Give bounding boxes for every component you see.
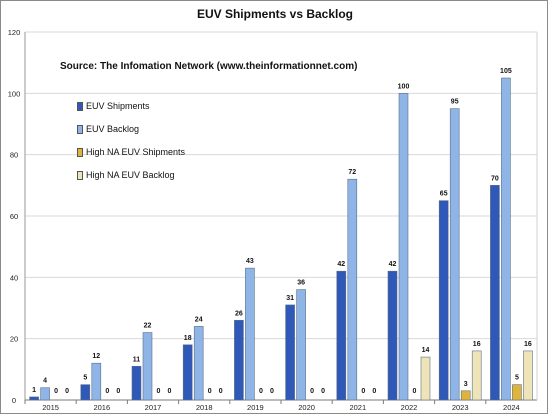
x-tick-label: 2021 <box>349 403 366 412</box>
data-label: 0 <box>310 388 314 395</box>
data-label: 0 <box>413 388 417 395</box>
bar <box>29 396 39 401</box>
data-label: 14 <box>422 347 430 354</box>
bar <box>296 289 306 401</box>
data-label: 18 <box>184 335 192 342</box>
chart-subtitle: Source: The Infomation Network (www.thei… <box>60 61 358 72</box>
y-tick-label: 0 <box>12 396 16 405</box>
data-label: 31 <box>286 295 294 302</box>
bar <box>490 185 500 401</box>
x-tick-label: 2019 <box>247 403 264 412</box>
data-label: 95 <box>451 99 459 106</box>
data-label: 1 <box>32 387 36 394</box>
data-label: 0 <box>270 388 274 395</box>
bar <box>91 362 102 401</box>
data-label: 0 <box>54 388 58 395</box>
legend-item-euv-shipments: EUV Shipments <box>77 100 185 112</box>
legend-item-high-na-euv-backlog: High NA EUV Backlog <box>77 169 185 181</box>
legend-swatch-high-na-euv-shipments <box>77 147 83 157</box>
chart-legend: EUV Shipments EUV Backlog High NA EUV Sh… <box>77 100 185 192</box>
bar <box>523 350 533 401</box>
legend-label-euv-backlog: EUV Backlog <box>86 124 140 134</box>
x-tick-label: 2024 <box>503 403 520 412</box>
data-label: 36 <box>297 280 305 287</box>
data-label: 0 <box>259 388 263 395</box>
data-label: 0 <box>168 388 172 395</box>
legend-swatch-euv-shipments <box>77 101 83 111</box>
data-label: 43 <box>246 258 254 265</box>
data-label: 0 <box>105 388 109 395</box>
data-label: 0 <box>116 388 120 395</box>
data-label: 22 <box>144 323 152 330</box>
bar <box>438 200 449 401</box>
data-label: 0 <box>321 388 325 395</box>
data-label: 24 <box>195 316 203 323</box>
data-label: 0 <box>372 388 376 395</box>
bar <box>234 319 244 401</box>
y-tick-label: 120 <box>8 28 21 37</box>
x-tick-label: 2015 <box>42 403 59 412</box>
x-tick-label: 2018 <box>196 403 213 412</box>
x-tick-label: 2023 <box>452 403 469 412</box>
bar <box>142 332 153 401</box>
data-label: 42 <box>337 261 345 268</box>
y-tick-label: 40 <box>10 273 18 282</box>
bar <box>512 384 522 401</box>
bar <box>193 326 204 401</box>
x-tick-label: 2022 <box>401 403 418 412</box>
y-tick-label: 60 <box>10 212 18 221</box>
data-label: 105 <box>500 68 512 75</box>
data-label: 5 <box>83 375 87 382</box>
bar <box>398 93 409 401</box>
legend-label-high-na-euv-shipments: High NA EUV Shipments <box>86 147 186 157</box>
legend-label-high-na-euv-backlog: High NA EUV Backlog <box>86 170 175 180</box>
data-label: 4 <box>43 378 47 385</box>
data-label: 100 <box>398 83 410 90</box>
y-tick-label: 80 <box>10 151 18 160</box>
bar <box>347 178 358 401</box>
bar <box>80 384 91 401</box>
bar <box>471 350 482 401</box>
legend-swatch-high-na-euv-backlog <box>77 170 83 180</box>
x-tick-label: 2016 <box>93 403 110 412</box>
bar <box>131 365 142 401</box>
data-label: 0 <box>208 388 212 395</box>
legend-swatch-euv-backlog <box>77 124 83 134</box>
bar <box>182 344 193 401</box>
y-tick-label: 20 <box>10 335 18 344</box>
data-label: 12 <box>92 353 100 360</box>
bar <box>387 270 398 401</box>
x-tick-label: 2020 <box>298 403 315 412</box>
bar <box>420 356 431 401</box>
y-tick-label: 100 <box>8 89 21 98</box>
chart-title: EUV Shipments vs Backlog <box>196 7 354 21</box>
data-label: 42 <box>389 261 397 268</box>
legend-item-euv-backlog: EUV Backlog <box>77 123 185 135</box>
x-tick-label: 2017 <box>145 403 162 412</box>
data-label: 0 <box>65 388 69 395</box>
data-label: 5 <box>515 375 519 382</box>
data-label: 0 <box>157 388 161 395</box>
data-label: 70 <box>491 175 499 182</box>
data-label: 0 <box>219 388 223 395</box>
data-label: 65 <box>440 191 448 198</box>
data-label: 0 <box>361 388 365 395</box>
data-label: 16 <box>524 341 532 348</box>
bar <box>285 304 295 401</box>
bar <box>449 108 460 401</box>
data-label: 72 <box>348 169 356 176</box>
bar <box>245 267 255 401</box>
bar <box>501 77 511 401</box>
data-label: 3 <box>464 381 468 388</box>
data-label: 11 <box>133 356 141 363</box>
legend-item-high-na-euv-shipments: High NA EUV Shipments <box>77 146 185 158</box>
data-label: 16 <box>473 341 481 348</box>
legend-label-euv-shipments: EUV Shipments <box>86 101 150 111</box>
data-label: 26 <box>235 310 243 317</box>
bar <box>40 387 50 401</box>
bar <box>460 390 471 401</box>
bar <box>336 270 347 401</box>
